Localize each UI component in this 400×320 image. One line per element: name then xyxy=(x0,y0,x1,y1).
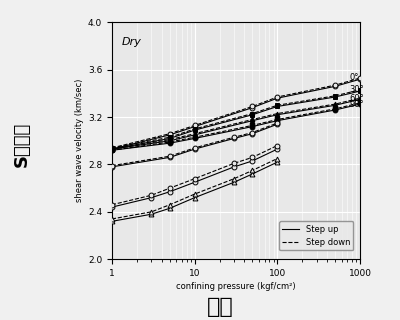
Text: 封圧: 封圧 xyxy=(207,297,233,317)
Y-axis label: shear wave velocity (km/sec): shear wave velocity (km/sec) xyxy=(75,79,84,203)
Text: Dry: Dry xyxy=(122,36,141,47)
Text: 30°: 30° xyxy=(350,85,364,94)
Text: 0°: 0° xyxy=(350,73,359,82)
Text: S波速度: S波速度 xyxy=(13,121,31,167)
Legend: Step up, Step down: Step up, Step down xyxy=(279,221,353,250)
Text: 60°: 60° xyxy=(350,94,364,103)
Text: 90°: 90° xyxy=(350,100,364,109)
X-axis label: confining pressure (kgf/cm²): confining pressure (kgf/cm²) xyxy=(176,282,296,291)
